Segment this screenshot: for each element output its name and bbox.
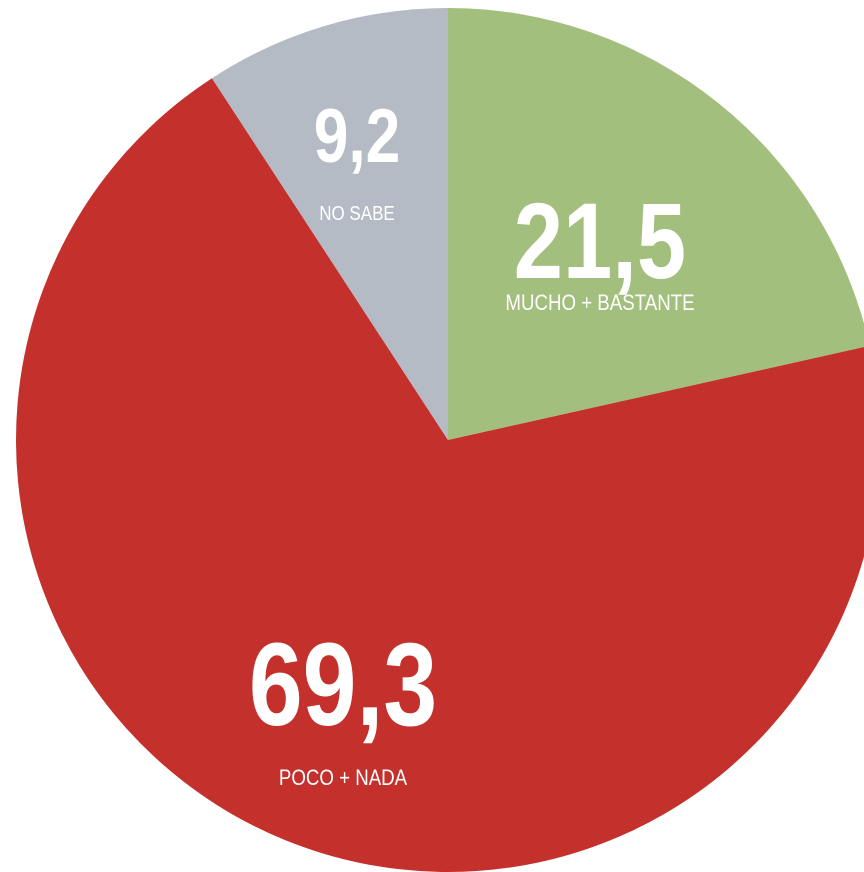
pie-slice bbox=[448, 8, 864, 440]
category-label: POCO + NADA bbox=[279, 767, 408, 791]
pie-slice bbox=[16, 78, 864, 872]
category-label: MUCHO + BASTANTE bbox=[505, 292, 694, 316]
category-label: NO SABE bbox=[319, 202, 395, 225]
pie-slice bbox=[211, 8, 448, 440]
value-label: 9,2 bbox=[314, 93, 401, 178]
value-label: 21,5 bbox=[514, 181, 686, 301]
value-label: 69,3 bbox=[249, 618, 437, 750]
